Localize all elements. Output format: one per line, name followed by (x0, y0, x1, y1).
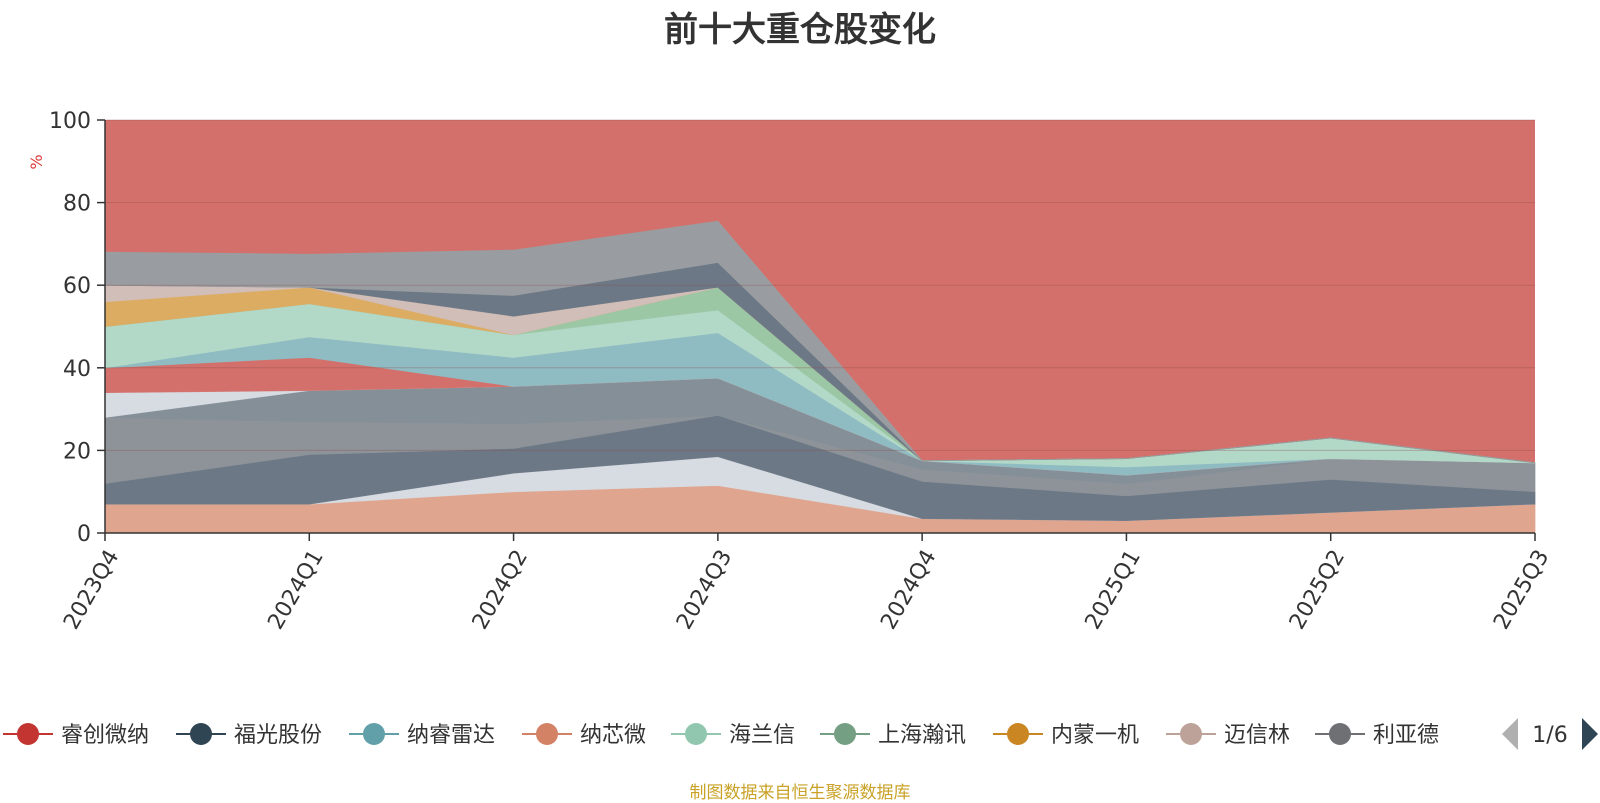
legend-marker (685, 723, 707, 745)
legend-page-indicator: 1/6 (1532, 723, 1567, 748)
legend-label: 迈信林 (1224, 723, 1290, 748)
legend-item-内蒙一机[interactable]: 内蒙一机 (993, 723, 1139, 748)
x-tick-label: 2024Q1 (263, 546, 328, 634)
y-tick-label: 80 (63, 192, 91, 217)
legend-marker (834, 723, 856, 745)
legend-marker (1007, 723, 1029, 745)
y-tick-label: 40 (63, 357, 91, 382)
legend-label: 海兰信 (729, 723, 795, 748)
x-tick-label: 2024Q3 (672, 546, 737, 634)
legend-marker (536, 723, 558, 745)
legend-marker (190, 723, 212, 745)
y-axis-label: % (27, 154, 46, 169)
x-tick-label: 2023Q4 (59, 546, 124, 634)
legend-label: 上海瀚讯 (878, 723, 966, 748)
y-tick-label: 100 (49, 109, 91, 134)
legend-item-海兰信[interactable]: 海兰信 (671, 723, 795, 748)
legend-label: 福光股份 (234, 723, 322, 748)
grid-lines (105, 119, 1535, 451)
legend-item-上海瀚讯[interactable]: 上海瀚讯 (820, 723, 966, 748)
legend: 睿创微纳 福光股份 纳睿雷达 纳芯微 海兰信 上海瀚讯 内蒙一机 迈信林 利亚德 1/6 (3, 718, 1598, 750)
y-tick-label: 60 (63, 274, 91, 299)
legend-label: 纳芯微 (580, 723, 646, 748)
legend-prev-icon[interactable] (1502, 718, 1518, 750)
legend-marker (1329, 723, 1351, 745)
legend-item-纳睿雷达[interactable]: 纳睿雷达 (349, 723, 495, 748)
x-tick-label: 2024Q2 (468, 546, 533, 634)
legend-item-迈信林[interactable]: 迈信林 (1166, 723, 1290, 748)
x-tick-label: 2024Q4 (876, 546, 941, 634)
legend-next-icon[interactable] (1582, 718, 1598, 750)
x-tick-label: 2025Q2 (1285, 546, 1350, 634)
y-tick-label: 20 (63, 439, 91, 464)
legend-label: 内蒙一机 (1051, 723, 1139, 748)
x-tick-label: 2025Q3 (1489, 546, 1554, 634)
x-tick-label: 2025Q1 (1081, 546, 1146, 634)
legend-marker (17, 723, 39, 745)
legend-item-利亚德[interactable]: 利亚德 (1315, 723, 1439, 748)
legend-label: 纳睿雷达 (407, 723, 495, 748)
y-tick-label: 0 (77, 522, 91, 547)
plot-areas (104, 120, 1536, 534)
chart-title: 前十大重仓股变化 (664, 10, 936, 50)
legend-item-睿创微纳[interactable]: 睿创微纳 (3, 723, 149, 748)
area-layer-13-利亚德 (104, 220, 1536, 464)
legend-item-福光股份[interactable]: 福光股份 (176, 723, 322, 748)
legend-marker (1180, 723, 1202, 745)
legend-label: 利亚德 (1373, 723, 1439, 748)
data-source-note: 制图数据来自恒生聚源数据库 (689, 783, 911, 803)
legend-item-纳芯微[interactable]: 纳芯微 (522, 723, 646, 748)
legend-label: 睿创微纳 (61, 723, 149, 748)
legend-marker (363, 723, 385, 745)
